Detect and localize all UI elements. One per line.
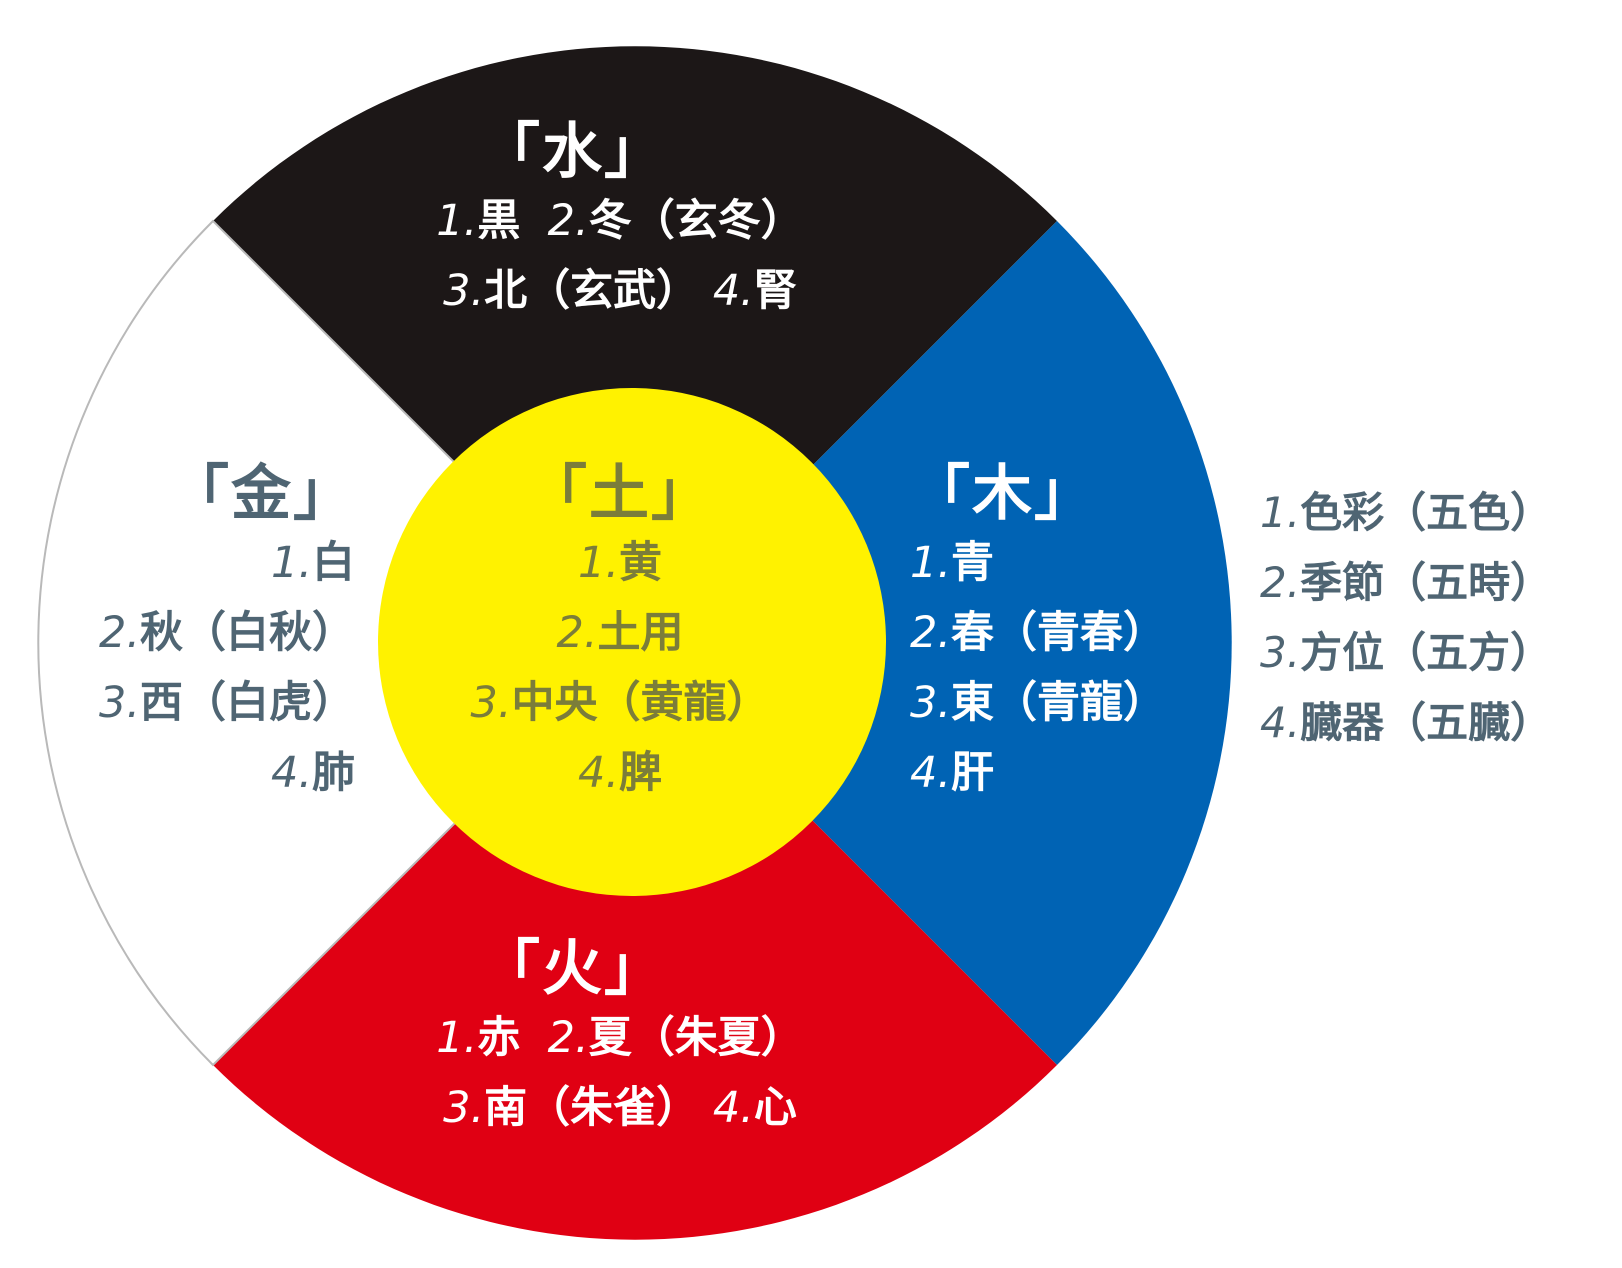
legend-text: 方位（五方）	[1300, 628, 1553, 677]
metal-attribute-text: 肺	[312, 748, 355, 798]
fire-attribute-line: 1.赤 2.夏（朱夏）	[420, 1003, 820, 1073]
fire-attribute-number: 1.	[436, 1013, 478, 1063]
water-attribute-number: 4.	[699, 266, 754, 316]
earth-attribute-line: 4.脾	[430, 738, 810, 808]
legend-number: 2.	[1260, 558, 1301, 607]
earth-center-circle	[378, 388, 886, 896]
earth-attribute-line: 1.黄	[430, 528, 810, 598]
wood-element-text: 「木」 1.青 2.春（青春） 3.東（青龍） 4.肝	[910, 460, 1210, 808]
water-attributes: 1.黒 2.冬（玄冬） 3.北（玄武） 4.腎	[420, 186, 820, 326]
metal-attribute-line: 4.肺	[60, 738, 355, 808]
wood-attribute-line: 2.春（青春）	[910, 598, 1210, 668]
water-attribute-line: 3.北（玄武） 4.腎	[420, 256, 820, 326]
fire-element-text: 「火」 1.赤 2.夏（朱夏） 3.南（朱雀） 4.心	[420, 935, 820, 1143]
legend-item: 4.臓器（五臓）	[1260, 688, 1552, 758]
water-attribute-line: 1.黒 2.冬（玄冬）	[420, 186, 820, 256]
metal-attribute-text: 秋（白秋）	[140, 608, 355, 658]
metal-sector	[37, 219, 637, 1067]
water-attribute-number: 2.	[520, 196, 589, 246]
fire-attribute-number: 4.	[699, 1083, 754, 1133]
earth-attribute-text: 脾	[619, 748, 663, 798]
water-attribute-text: 北（玄武）	[484, 266, 700, 316]
legend-number: 4.	[1260, 698, 1301, 747]
legend-text: 季節（五時）	[1300, 558, 1553, 607]
metal-attribute-number: 3.	[98, 678, 140, 728]
water-attribute-text: 腎	[753, 266, 797, 316]
water-attribute-number: 3.	[443, 266, 485, 316]
water-attribute-text: 冬（玄冬）	[588, 196, 804, 246]
legend-item: 3.方位（五方）	[1260, 618, 1552, 688]
wood-attribute-line: 3.東（青龍）	[910, 668, 1210, 738]
fire-attribute-number: 2.	[520, 1013, 589, 1063]
fire-attribute-text: 赤	[477, 1013, 521, 1063]
fire-title: 「火」	[480, 934, 666, 1004]
metal-attribute-line: 3.西（白虎）	[60, 668, 355, 738]
wood-attribute-text: 青	[951, 538, 995, 588]
earth-attribute-text: 土用	[597, 608, 684, 658]
wood-attribute-number: 1.	[910, 538, 952, 588]
water-element-text: 「水」 1.黒 2.冬（玄冬） 3.北（玄武） 4.腎	[420, 118, 820, 326]
water-title: 「水」	[480, 117, 666, 187]
wood-attribute-text: 東（青龍）	[951, 678, 1167, 728]
fire-attribute-text: 夏（朱夏）	[588, 1013, 804, 1063]
wood-sector	[635, 221, 1232, 1065]
earth-title: 「土」	[527, 459, 713, 529]
wood-title: 「木」	[910, 459, 1096, 529]
earth-attribute-number: 4.	[577, 748, 620, 798]
metal-attribute-line: 1.白	[60, 528, 355, 598]
water-attribute-text: 黒	[477, 196, 521, 246]
attribute-legend: 1.色彩（五色） 2.季節（五時） 3.方位（五方） 4.臓器（五臓）	[1260, 478, 1552, 758]
earth-attributes: 1.黄 2.土用 3.中央（黄龍） 4.脾	[430, 528, 810, 808]
fire-attribute-text: 心	[753, 1083, 797, 1133]
wood-attributes: 1.青 2.春（青春） 3.東（青龍） 4.肝	[910, 528, 1210, 808]
metal-attribute-number: 1.	[270, 538, 312, 588]
wood-attribute-text: 春（青春）	[951, 608, 1167, 658]
wood-attribute-number: 2.	[910, 608, 952, 658]
earth-attribute-line: 3.中央（黄龍）	[430, 668, 810, 738]
legend-item: 1.色彩（五色）	[1260, 478, 1552, 548]
wood-attribute-line: 1.青	[910, 528, 1210, 598]
metal-attribute-text: 西（白虎）	[140, 678, 355, 728]
metal-element-text: 「金」 1.白 2.秋（白秋） 3.西（白虎） 4.肺	[60, 460, 355, 808]
earth-attribute-text: 黄	[619, 538, 663, 588]
fire-attributes: 1.赤 2.夏（朱夏） 3.南（朱雀） 4.心	[420, 1003, 820, 1143]
metal-attribute-number: 2.	[98, 608, 140, 658]
earth-attribute-line: 2.土用	[430, 598, 810, 668]
wood-attribute-number: 3.	[910, 678, 952, 728]
legend-text: 臓器（五臓）	[1300, 698, 1553, 747]
earth-attribute-number: 1.	[577, 538, 620, 588]
fire-sector	[213, 643, 1057, 1240]
wood-attribute-number: 4.	[910, 748, 952, 798]
water-attribute-number: 1.	[436, 196, 478, 246]
fire-attribute-text: 南（朱雀）	[484, 1083, 700, 1133]
fire-attribute-number: 3.	[443, 1083, 485, 1133]
earth-attribute-number: 3.	[470, 678, 512, 728]
legend-item: 2.季節（五時）	[1260, 548, 1552, 618]
metal-attributes: 1.白 2.秋（白秋） 3.西（白虎） 4.肺	[60, 528, 355, 808]
legend-number: 3.	[1260, 628, 1301, 677]
wood-attribute-text: 肝	[951, 748, 995, 798]
earth-attribute-number: 2.	[556, 608, 598, 658]
earth-attribute-text: 中央（黄龍）	[511, 678, 770, 728]
wood-attribute-line: 4.肝	[910, 738, 1210, 808]
legend-text: 色彩（五色）	[1300, 488, 1553, 537]
metal-attribute-number: 4.	[270, 748, 312, 798]
fire-attribute-line: 3.南（朱雀） 4.心	[420, 1073, 820, 1143]
water-sector	[213, 46, 1057, 643]
legend-number: 1.	[1260, 488, 1301, 537]
metal-attribute-line: 2.秋（白秋）	[60, 598, 355, 668]
metal-attribute-text: 白	[312, 538, 355, 588]
metal-title: 「金」	[169, 459, 355, 529]
earth-element-text: 「土」 1.黄 2.土用 3.中央（黄龍） 4.脾	[430, 460, 810, 808]
